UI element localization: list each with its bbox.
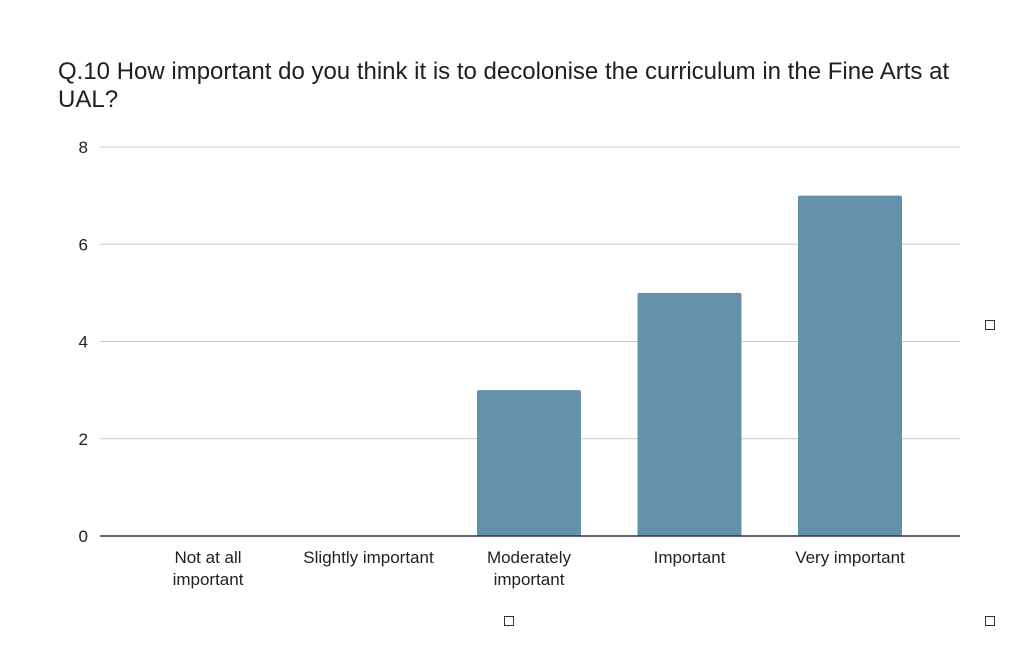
bars xyxy=(477,195,902,536)
x-axis-category-labels: Not at all important Slightly important Mod… xyxy=(173,548,906,589)
chart-title: Q.10 How important do you think it is to… xyxy=(58,58,950,113)
x-category-label: Slightly important xyxy=(303,548,434,567)
bar xyxy=(798,195,902,536)
resize-handle-right[interactable] xyxy=(985,320,995,330)
x-category-label: Important xyxy=(654,548,726,567)
x-category-label: Not at all important xyxy=(173,548,244,589)
bar xyxy=(637,292,742,536)
x-category-label: Moderately important xyxy=(487,548,572,589)
y-tick-label: 4 xyxy=(79,333,88,352)
resize-handle-bottom[interactable] xyxy=(504,616,514,626)
y-tick-label: 6 xyxy=(79,235,88,254)
y-axis-tick-labels: 0 2 4 6 8 xyxy=(79,138,88,546)
y-tick-label: 0 xyxy=(79,527,88,546)
x-category-label: Very important xyxy=(795,548,905,567)
bar xyxy=(477,390,581,536)
y-tick-label: 2 xyxy=(79,430,88,449)
resize-handle-bottom-right[interactable] xyxy=(985,616,995,626)
y-tick-label: 8 xyxy=(79,138,88,157)
